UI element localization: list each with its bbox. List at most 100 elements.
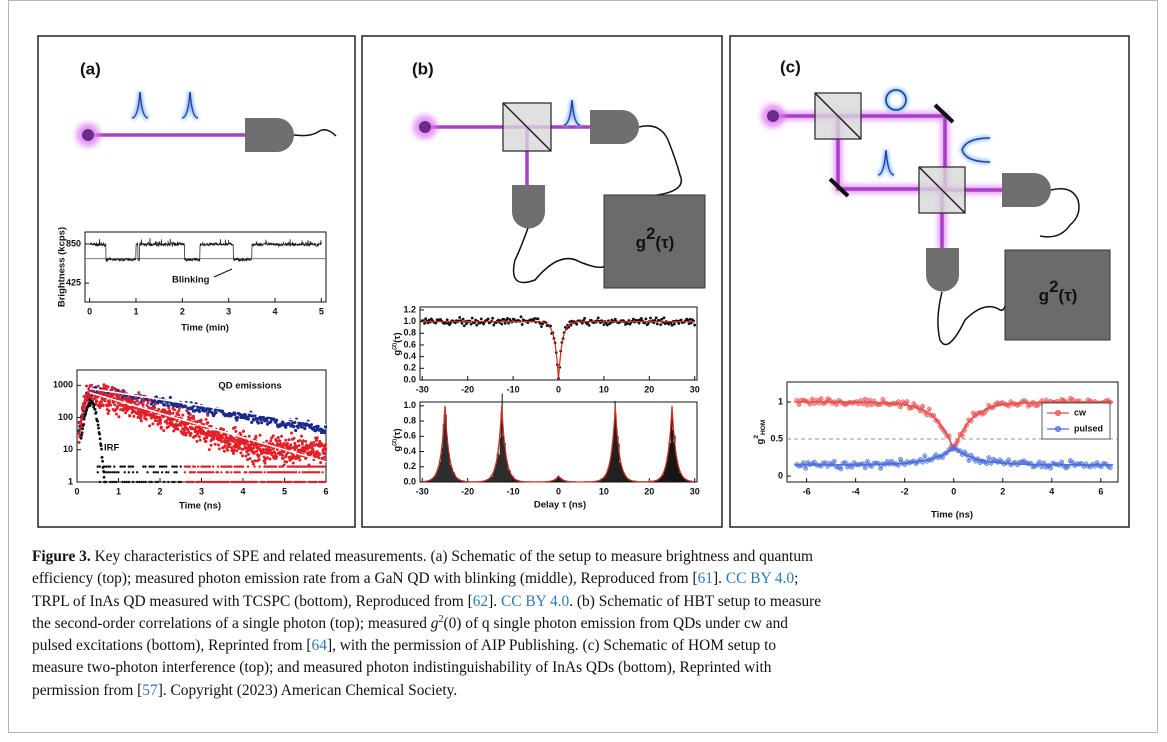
x-tick-label: 2 <box>157 486 162 496</box>
histogram-bar <box>498 454 500 482</box>
data-point <box>201 471 205 474</box>
label-part: (τ) <box>392 332 403 343</box>
data-point <box>318 471 321 474</box>
data-point <box>141 397 145 401</box>
data-point <box>133 401 137 405</box>
histogram-bar <box>677 465 679 482</box>
data-point <box>236 465 240 468</box>
x-tick-label: 1 <box>116 486 121 496</box>
data-point <box>324 448 328 452</box>
data-point <box>291 461 295 465</box>
data-point <box>659 323 663 327</box>
data-point <box>1006 457 1012 463</box>
data-point <box>263 465 266 468</box>
histogram-bar <box>617 436 619 482</box>
data-point <box>101 459 104 463</box>
data-point <box>660 317 664 321</box>
data-point <box>289 471 293 474</box>
data-point <box>82 417 86 421</box>
data-point <box>230 471 233 474</box>
reference-link[interactable]: 61 <box>697 570 713 588</box>
data-point <box>294 471 298 474</box>
data-point <box>226 436 230 440</box>
data-point <box>465 322 468 326</box>
data-point <box>796 402 802 407</box>
data-point <box>301 465 304 468</box>
data-point <box>241 429 245 433</box>
data-point <box>113 403 117 407</box>
histogram-bar <box>443 414 445 482</box>
data-point <box>150 480 153 484</box>
histogram-bar <box>507 469 509 482</box>
data-point <box>257 457 261 461</box>
histogram-bar <box>438 465 440 482</box>
x-tick-label: 5 <box>282 486 287 496</box>
data-point <box>158 418 162 422</box>
data-point <box>214 410 218 415</box>
data-point <box>308 465 311 468</box>
reference-link[interactable]: CC BY 4.0 <box>725 570 795 588</box>
histogram-bar <box>675 455 677 482</box>
data-point <box>308 443 312 447</box>
data-point <box>238 471 241 474</box>
schematic-a <box>76 91 337 152</box>
data-point <box>507 321 510 325</box>
data-point <box>166 410 170 414</box>
reference-link[interactable]: 62 <box>472 592 489 610</box>
histogram-bar <box>683 477 685 482</box>
figure-frame <box>8 0 1158 733</box>
data-point <box>236 471 240 474</box>
histogram-bar <box>442 424 444 482</box>
data-point <box>211 471 215 474</box>
x-axis-label: Time (min) <box>181 323 229 334</box>
data-point <box>278 465 281 468</box>
data-point <box>192 480 195 484</box>
data-point <box>192 434 196 438</box>
data-point <box>173 480 176 484</box>
data-point <box>270 451 274 455</box>
data-point <box>262 450 266 454</box>
histogram-bar <box>433 476 435 482</box>
fit-line <box>89 387 327 426</box>
data-point <box>117 471 120 474</box>
reference-link[interactable]: 64 <box>311 637 327 655</box>
data-point <box>311 471 314 474</box>
data-point <box>834 402 839 407</box>
data-point <box>108 400 112 404</box>
histogram-bar <box>437 468 439 482</box>
data-point <box>663 322 667 326</box>
histogram-bar <box>455 477 457 482</box>
data-point <box>235 471 238 474</box>
histogram-bar <box>609 461 611 482</box>
data-point <box>207 432 211 436</box>
y-tick-label: 0.2 <box>403 461 416 471</box>
reference-link[interactable]: CC BY 4.0 <box>500 592 570 610</box>
data-point <box>293 465 296 468</box>
data-point <box>156 471 160 474</box>
histogram-bar <box>656 479 658 482</box>
data-point <box>158 465 162 468</box>
data-point <box>172 424 176 428</box>
histogram-bar <box>662 475 664 482</box>
histogram-bar <box>657 479 659 482</box>
data-point <box>274 454 278 458</box>
data-point <box>167 406 171 410</box>
data-point <box>223 480 226 484</box>
data-point <box>205 480 208 484</box>
data-point <box>298 439 302 443</box>
y-tick-label: 1 <box>778 396 783 406</box>
data-point <box>98 432 101 436</box>
data-point <box>308 480 311 484</box>
caption-text: Key characteristics of SPE and related m… <box>90 548 813 565</box>
data-point <box>80 433 84 437</box>
data-point <box>500 322 504 326</box>
data-point <box>278 471 281 474</box>
data-point <box>201 465 205 468</box>
data-point <box>91 397 95 401</box>
label-part: g <box>392 350 403 356</box>
data-point <box>175 471 178 474</box>
data-point <box>966 457 972 463</box>
x-tick-label: 6 <box>323 486 328 496</box>
reference-link[interactable]: 57 <box>142 681 158 699</box>
data-point <box>293 441 297 445</box>
